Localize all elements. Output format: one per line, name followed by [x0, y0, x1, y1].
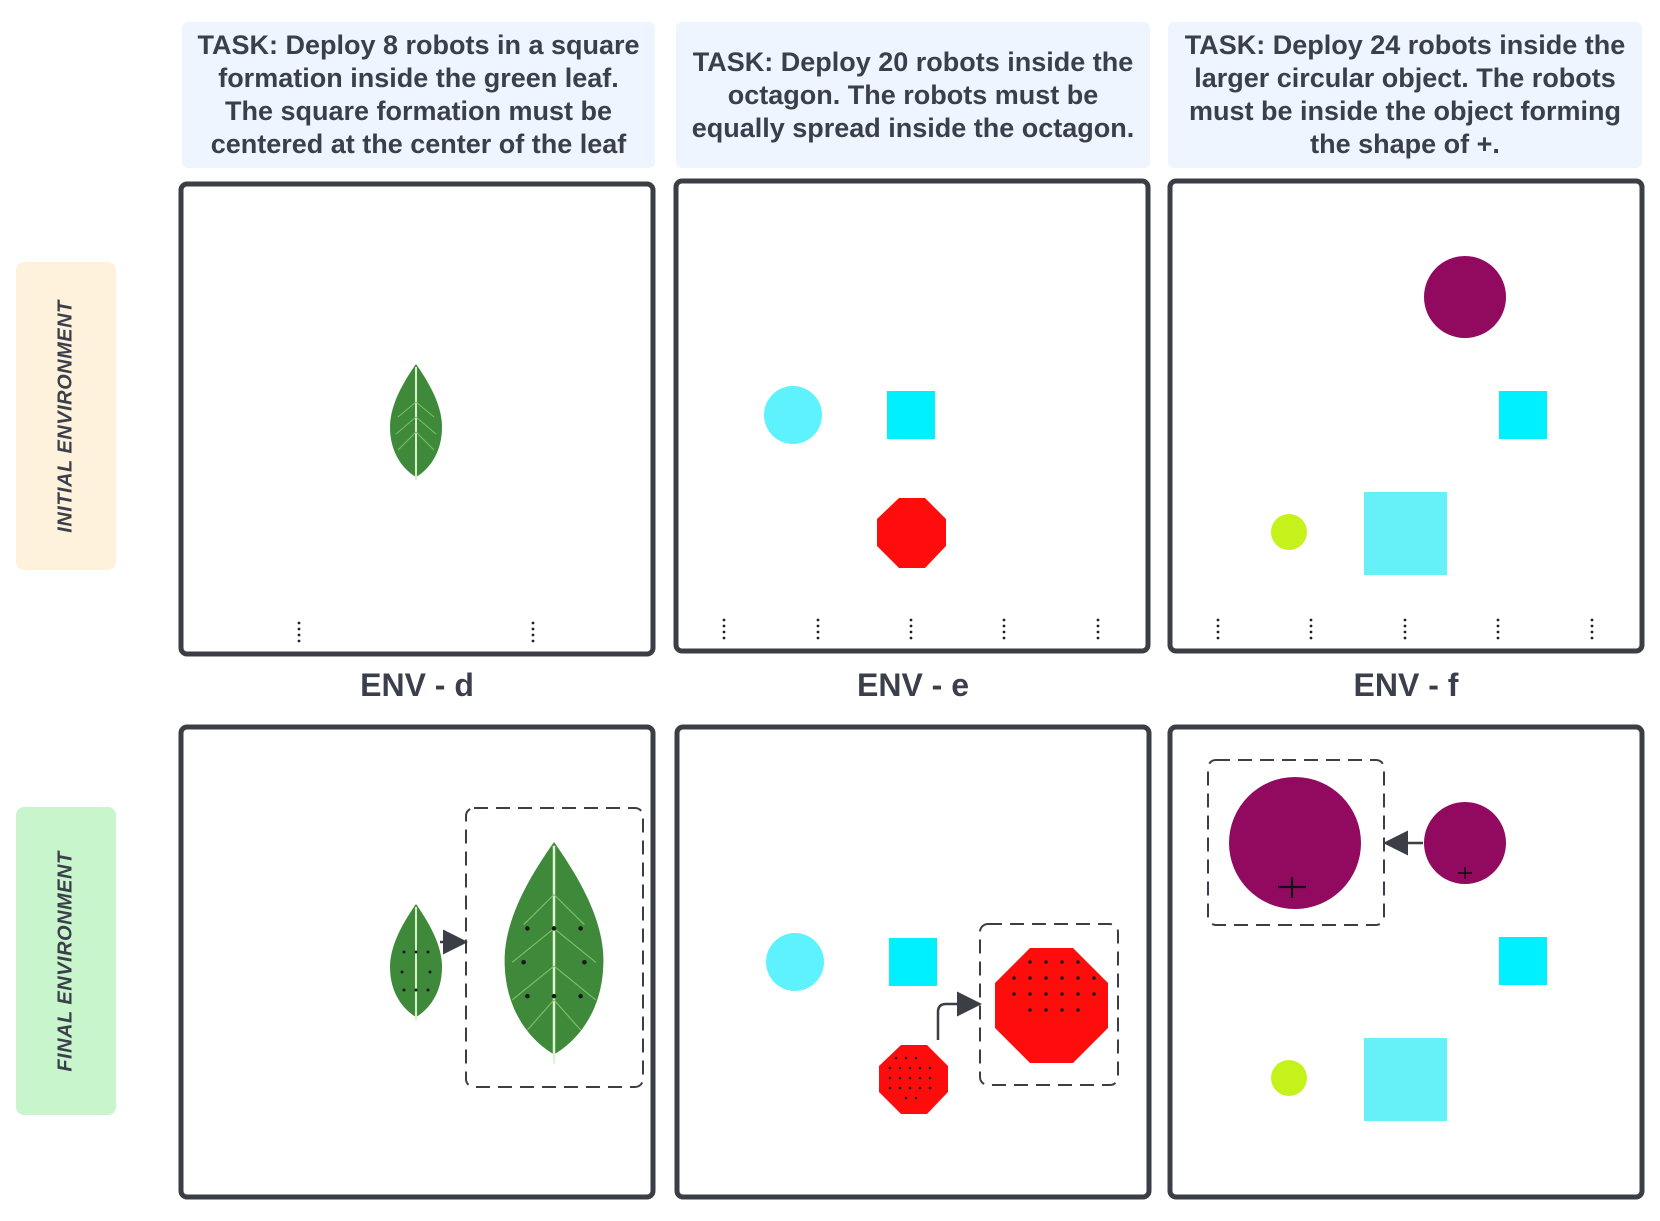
initial-environment-label: INITIAL ENVIRONMENT: [16, 262, 116, 570]
task-d: TASK: Deploy 8 robots in a square format…: [182, 22, 655, 168]
robot-stack-f: [1216, 618, 1594, 640]
cyan-small-square: [1499, 391, 1547, 439]
task-f: TASK: Deploy 24 robots inside the larger…: [1168, 22, 1642, 168]
purple-circle: [1424, 256, 1506, 338]
final-environment-label: FINAL ENVIRONMENT: [16, 807, 116, 1115]
cyan-circle-final: [766, 933, 824, 991]
light-cyan-square-final: [1364, 1038, 1447, 1121]
zoom-box-e: [979, 923, 1119, 1086]
leaf-zoomed-icon: [504, 841, 604, 1064]
env-label-f: ENV - f: [1353, 667, 1459, 703]
env-label-d: ENV - d: [360, 667, 474, 703]
robot-stack-e: [722, 618, 1100, 640]
robots-small-octagon: [888, 1056, 932, 1100]
robots-plus-small: [1458, 867, 1472, 879]
leaf-small-icon: [390, 904, 442, 1020]
red-octagon: [877, 498, 946, 568]
robot-stack-d: [297, 621, 535, 643]
panel-f-final: [1167, 724, 1645, 1200]
cyan-small-square-final: [1499, 937, 1547, 985]
cyan-circle: [764, 386, 822, 444]
red-octagon-final: [879, 1045, 948, 1114]
zoom-arrow-e: [936, 991, 982, 1040]
red-octagon-zoomed: [995, 948, 1108, 1063]
cyan-square-final: [889, 938, 937, 986]
robots-zoomed-octagon: [1012, 960, 1096, 1012]
env-label-e: ENV - e: [856, 667, 970, 703]
leaf-icon: [390, 364, 442, 480]
purple-circle-final: [1424, 802, 1506, 884]
robots-plus-zoomed: [1278, 877, 1306, 898]
yellow-green-circle: [1271, 514, 1307, 550]
purple-circle-zoomed: [1229, 777, 1361, 909]
panel-f-initial: [1167, 178, 1645, 654]
light-cyan-square: [1364, 492, 1447, 575]
yellow-green-circle-final: [1271, 1060, 1307, 1096]
cyan-square: [887, 391, 935, 439]
task-e: TASK: Deploy 20 robots inside the octago…: [676, 22, 1150, 168]
